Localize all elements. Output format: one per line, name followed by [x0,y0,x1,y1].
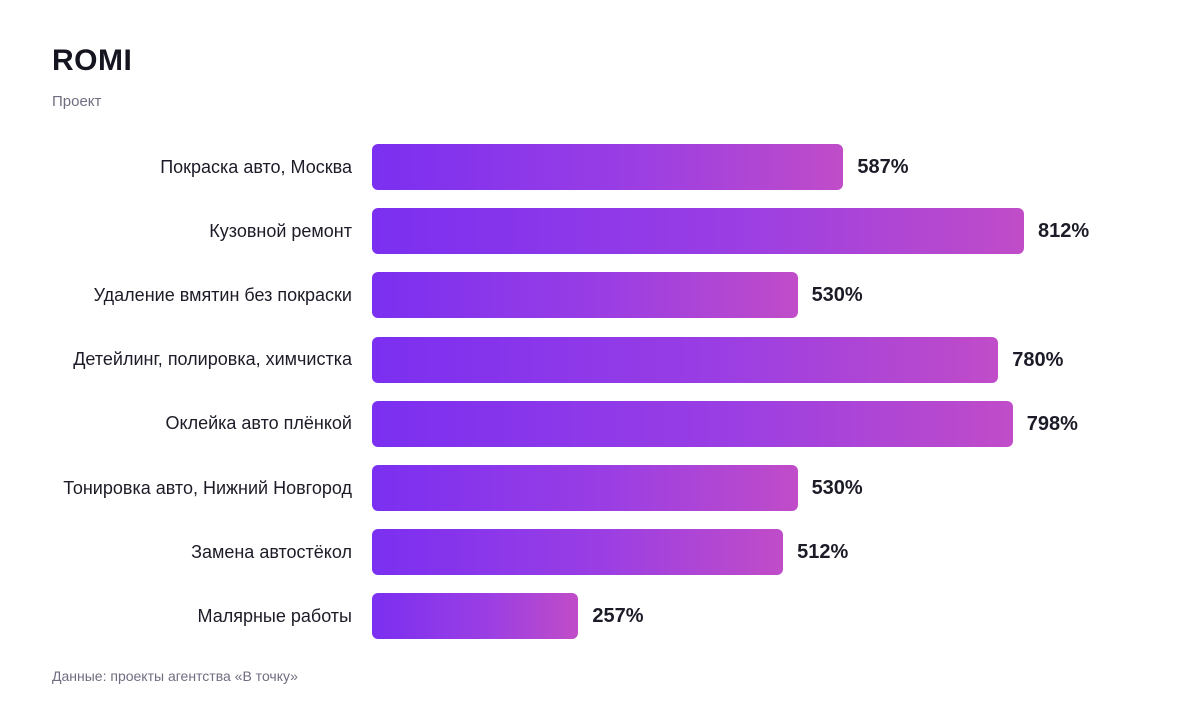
bar-row: Удаление вмятин без покраски 530% [0,272,1200,319]
category-label: Кузовной ремонт [209,220,352,241]
value-label: 257% [592,605,644,628]
value-label: 530% [811,284,863,307]
bar-row: Замена автостёкол 512% [0,529,1200,576]
chart-subtitle: Проект [52,93,102,110]
value-label: 530% [811,477,863,499]
value-label: 512% [797,541,849,564]
bar [372,144,844,190]
bar [372,208,1024,255]
value-label: 587% [857,156,909,178]
bar-row: Тонировка авто, Нижний Новгород 530% [0,465,1200,511]
category-label: Тонировка авто, Нижний Новгород [63,477,352,498]
category-label: Детейлинг, полировка, химчистка [73,349,352,370]
bar-row: Оклейка авто плёнкой 798% [0,400,1200,447]
chart-title: ROMI [52,44,133,77]
bar [372,465,798,511]
bar [372,336,999,383]
bar [372,272,798,319]
value-label: 798% [1026,412,1078,435]
bar [372,400,1013,447]
bar [372,529,784,576]
data-source-note: Данные: проекты агентства «В точку» [52,668,298,684]
category-label: Покраска авто, Москва [160,156,352,177]
category-label: Замена автостёкол [191,541,352,562]
bar [372,593,579,640]
category-label: Оклейка авто плёнкой [165,413,352,434]
value-label: 780% [1012,348,1064,371]
category-label: Малярные работы [197,605,353,626]
category-label: Удаление вмятин без покраски [93,284,352,305]
bar-row: Малярные работы 257% [0,593,1200,640]
bar-row: Детейлинг, полировка, химчистка 780% [0,336,1200,383]
value-label: 812% [1038,220,1090,243]
bar-row: Покраска авто, Москва 587% [0,144,1200,190]
bar-row: Кузовной ремонт 812% [0,208,1200,255]
